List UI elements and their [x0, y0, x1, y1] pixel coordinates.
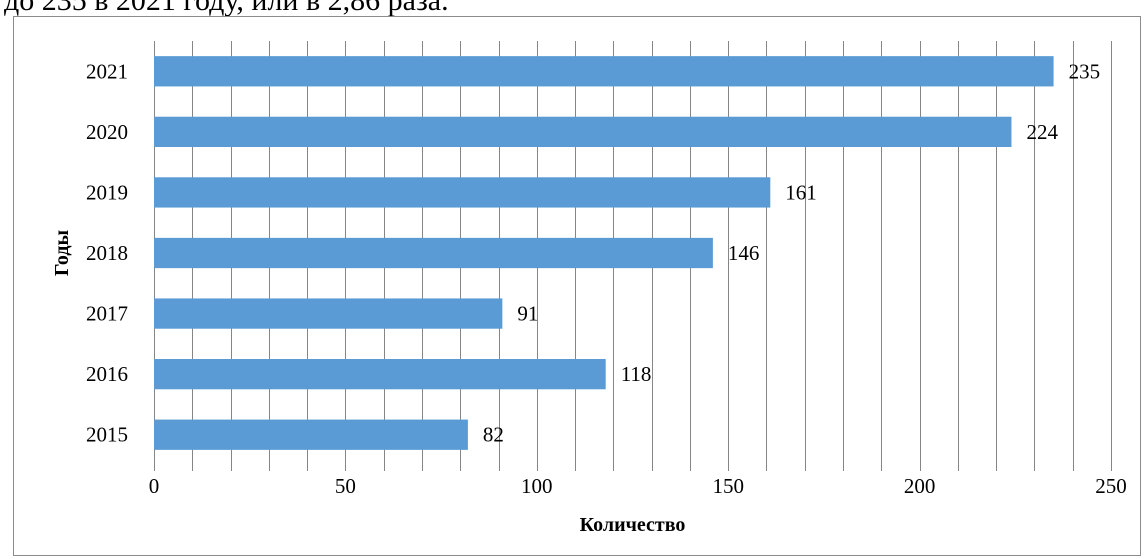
data-label-2018: 146: [728, 241, 760, 265]
data-label-2017: 91: [517, 302, 538, 326]
chart-frame: [13, 16, 1141, 556]
bar-2017: [154, 298, 503, 329]
bar-2021: [154, 56, 1054, 87]
x-tick-50: 50: [335, 474, 356, 498]
header-text: до 235 в 2021 году, или в 2,86 раза.: [4, 0, 449, 17]
y-tick-2015: 2015: [86, 423, 128, 447]
data-label-2021: 235: [1069, 59, 1101, 83]
bars: [154, 56, 1054, 450]
data-label-2019: 161: [785, 180, 817, 204]
x-axis-title: Количество: [580, 514, 686, 536]
data-label-2020: 224: [1026, 120, 1058, 144]
bar-2015: [154, 419, 468, 450]
bar-2020: [154, 116, 1012, 147]
y-tick-2018: 2018: [86, 241, 128, 265]
y-tick-2021: 2021: [86, 59, 128, 83]
data-label-2015: 82: [483, 423, 504, 447]
x-tick-100: 100: [521, 474, 553, 498]
bar-2018: [154, 237, 713, 269]
y-tick-2019: 2019: [86, 180, 128, 204]
y-tick-2020: 2020: [86, 120, 128, 144]
data-label-2016: 118: [621, 362, 652, 386]
y-axis-title: Годы: [51, 230, 73, 277]
y-tick-labels: 2015 2016 2017 2018 2019 2020 2021: [86, 59, 128, 446]
bar-2016: [154, 359, 606, 390]
x-tick-200: 200: [904, 474, 936, 498]
bar-2019: [154, 177, 771, 208]
y-tick-2017: 2017: [86, 302, 128, 326]
x-tick-0: 0: [149, 474, 160, 498]
x-tick-250: 250: [1095, 474, 1127, 498]
data-labels: 82 118 91 146 161 224 235: [483, 59, 1100, 446]
y-tick-2016: 2016: [86, 362, 128, 386]
x-tick-labels: 0 50 100 150 200 250: [149, 474, 1127, 498]
x-tick-150: 150: [712, 474, 744, 498]
